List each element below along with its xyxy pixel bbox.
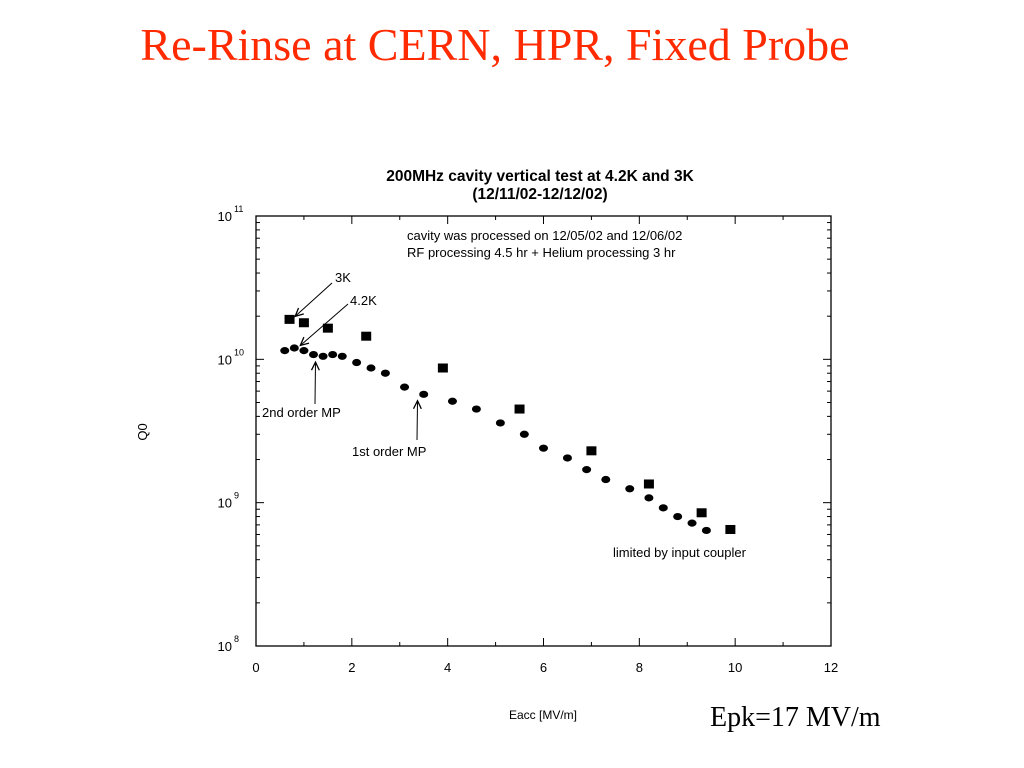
x-tick-label: 0 xyxy=(252,660,259,675)
point-4-2k xyxy=(625,485,635,493)
y-tick-label: 10 xyxy=(218,209,232,224)
label-limited-by-coupler: limited by input coupler xyxy=(613,545,747,560)
point-4-2k xyxy=(337,352,347,360)
point-4-2k xyxy=(447,397,457,405)
y-axis-label: Q0 xyxy=(135,423,150,440)
point-3k xyxy=(696,508,707,518)
point-3k xyxy=(298,318,309,328)
point-4-2k xyxy=(352,358,362,367)
x-axis-ticks: 0 2 4 6 8 10 12 xyxy=(252,216,838,675)
y-tick-exponent: 10 xyxy=(234,347,244,357)
point-4-2k xyxy=(318,352,328,360)
epk-note: Epk=17 MV/m xyxy=(710,702,881,733)
data-marks xyxy=(280,314,736,535)
point-4-2k xyxy=(701,526,711,535)
point-4-2k xyxy=(582,466,592,474)
point-4-2k xyxy=(328,350,338,359)
point-4-2k xyxy=(400,383,410,391)
x-tick-label: 10 xyxy=(728,660,742,675)
point-4-2k xyxy=(289,344,299,352)
point-4-2k xyxy=(673,512,683,521)
processing-note-line2: RF processing 4.5 hr + Helium processing… xyxy=(407,245,676,260)
arrow-3k xyxy=(294,282,333,317)
point-4-2k xyxy=(687,519,697,527)
y-tick-exponent: 11 xyxy=(234,204,243,214)
point-4-2k xyxy=(309,350,318,359)
arrow-4-2k xyxy=(300,303,349,346)
point-4-2k xyxy=(419,390,429,398)
chart-title: 200MHz cavity vertical test at 4.2K and … xyxy=(386,168,694,185)
point-4-2k xyxy=(495,419,505,427)
label-4-2k: 4.2K xyxy=(350,293,377,308)
label-2nd-order-mp: 2nd order MP xyxy=(262,405,341,420)
x-tick-label: 4 xyxy=(444,660,451,675)
point-3k xyxy=(514,404,525,414)
y-tick-label: 10 xyxy=(218,639,232,654)
label-1st-order-mp: 1st order MP xyxy=(352,444,426,459)
point-4-2k xyxy=(539,444,548,452)
arrow-1st-order-mp xyxy=(416,400,419,441)
point-4-2k xyxy=(601,475,611,484)
point-4-2k xyxy=(562,454,572,462)
point-3k xyxy=(284,314,295,324)
point-4-2k xyxy=(519,430,529,438)
arrow-1st-order-mp-head xyxy=(412,399,422,410)
y-tick-exponent: 8 xyxy=(234,634,239,644)
y-tick-label: 10 xyxy=(218,496,232,511)
point-3k xyxy=(643,479,654,489)
x-axis-label: Eacc [MV/m] xyxy=(509,708,577,722)
x-tick-label: 2 xyxy=(348,660,355,675)
point-4-2k xyxy=(380,369,390,377)
arrow-3k-head xyxy=(294,307,304,318)
point-4-2k xyxy=(644,494,654,502)
point-3k xyxy=(586,446,597,456)
processing-note-line1: cavity was processed on 12/05/02 and 12/… xyxy=(407,228,682,243)
arrow-4-2k-head xyxy=(299,336,310,347)
chart-subtitle: (12/11/02-12/12/02) xyxy=(472,186,607,203)
slide-title: Re-Rinse at CERN, HPR, Fixed Probe xyxy=(140,19,850,70)
y-tick-label: 10 xyxy=(218,352,232,367)
arrow-2nd-order-mp-head xyxy=(310,360,320,371)
point-3k xyxy=(725,524,736,534)
x-tick-label: 8 xyxy=(636,660,643,675)
point-4-2k xyxy=(280,347,290,355)
point-3k xyxy=(322,323,333,333)
x-tick-label: 6 xyxy=(540,660,547,675)
label-3k: 3K xyxy=(335,270,351,285)
point-4-2k xyxy=(658,504,668,512)
x-tick-label: 12 xyxy=(824,660,838,675)
point-3k xyxy=(361,331,372,341)
point-3k xyxy=(437,363,448,373)
point-4-2k xyxy=(471,405,481,413)
annotation-arrows xyxy=(294,282,422,441)
point-4-2k xyxy=(366,364,376,372)
y-tick-exponent: 9 xyxy=(234,491,239,501)
point-4-2k xyxy=(299,347,309,355)
arrow-2nd-order-mp xyxy=(314,362,316,405)
